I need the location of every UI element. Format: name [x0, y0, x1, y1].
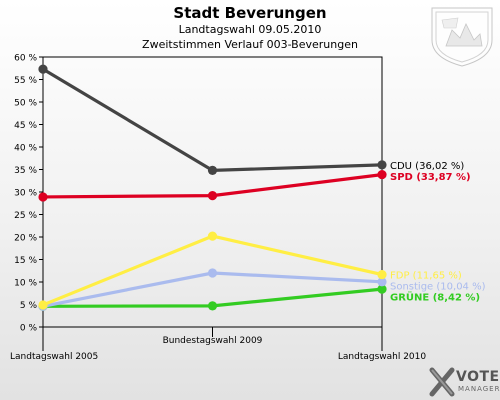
y-tick-label: 60 % — [14, 54, 37, 64]
series-line — [41, 67, 384, 172]
coat-of-arms-icon — [431, 7, 493, 67]
data-point — [207, 231, 218, 241]
vote-manager-logo: VOTE MANAGER — [428, 366, 500, 398]
data-point — [38, 300, 48, 310]
y-tick-label: 10 % — [14, 279, 37, 289]
data-point — [377, 277, 387, 287]
data-point — [38, 64, 48, 74]
series-end-label: Sonstige (10,04 %) — [390, 282, 486, 293]
data-point — [207, 268, 218, 278]
series-end-label: GRÜNE (8,42 %) — [390, 290, 480, 304]
vote-manager-logo-icon — [429, 367, 455, 397]
data-point — [377, 269, 387, 280]
series-end-label: FDP (11,65 %) — [390, 271, 462, 282]
data-point — [207, 191, 218, 201]
logo-manager-text: MANAGER — [458, 385, 500, 393]
x-tick-label: Landtagswahl 2010 — [338, 352, 427, 362]
series-end-label: CDU (36,02 %) — [390, 161, 464, 172]
logo-vote-text: VOTE — [456, 369, 500, 385]
y-tick-label: 5 % — [20, 301, 38, 311]
x-tick-label: Landtagswahl 2005 — [10, 352, 98, 362]
data-point — [377, 169, 387, 180]
chart-title: Stadt Beverungen — [173, 4, 327, 22]
chart-series: CDU (36,02 %)SPD (33,87 %) FDP (11,65 %)S… — [38, 64, 486, 311]
x-tick-label: Bundestagswahl 2009 — [163, 336, 263, 346]
y-tick-label: 30 % — [14, 189, 37, 199]
data-point — [207, 301, 218, 311]
y-tick-label: 15 % — [14, 256, 37, 266]
data-point — [207, 165, 218, 175]
y-tick-label: 50 % — [14, 99, 37, 109]
y-tick-label: 0 % — [20, 324, 38, 334]
y-tick-label: 45 % — [14, 121, 37, 131]
chart-axes: 0 % 5 % 10 % 15 % 20 % 25 % 30 % 35 % 40 % 45 % 50… — [10, 54, 426, 363]
y-tick-label: 35 % — [14, 166, 37, 176]
y-tick-label: 55 % — [14, 76, 37, 86]
y-tick-label: 25 % — [14, 211, 37, 221]
data-point — [38, 192, 48, 202]
y-tick-label: 20 % — [14, 234, 37, 244]
series-end-label: SPD (33,87 %) — [390, 172, 471, 183]
y-tick-label: 40 % — [14, 144, 37, 154]
chart-subtitle: Landtagswahl 09.05.2010 — [178, 23, 322, 36]
chart-subtitle-2: Zweitstimmen Verlauf 003-Beverungen — [142, 38, 358, 51]
data-point — [377, 160, 387, 170]
data-point — [377, 284, 387, 294]
